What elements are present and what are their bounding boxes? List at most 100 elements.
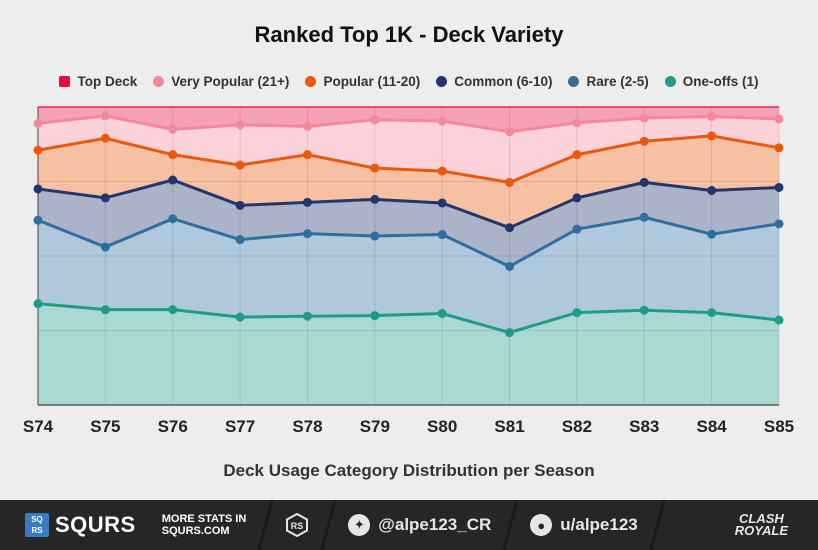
legend-item[interactable]: Common (6-10)	[436, 74, 552, 89]
x-tick-label: S82	[562, 417, 592, 436]
data-point	[235, 235, 245, 245]
legend-item[interactable]: One-offs (1)	[664, 74, 759, 89]
data-point	[235, 120, 245, 130]
data-point	[168, 175, 178, 185]
data-point	[572, 224, 582, 234]
data-point	[100, 242, 110, 252]
data-point	[302, 197, 312, 207]
legend-marker-icon	[568, 76, 580, 87]
data-point	[235, 160, 245, 170]
data-point	[437, 166, 447, 176]
data-point	[572, 308, 582, 318]
series-line-0	[37, 302, 780, 335]
data-point	[505, 127, 515, 137]
legend-label: Common (6-10)	[454, 74, 553, 89]
data-point	[100, 305, 110, 315]
data-point	[370, 231, 380, 241]
data-point	[235, 312, 245, 322]
area-band-1	[38, 217, 779, 333]
legend-marker-icon	[305, 76, 317, 87]
area-band-0	[38, 303, 779, 405]
series-line-1	[37, 215, 780, 269]
clash-royale-logo: CLASH ROYALE	[734, 511, 788, 538]
data-point	[168, 305, 178, 315]
data-point	[707, 112, 717, 122]
data-point	[505, 223, 515, 233]
data-point	[370, 311, 380, 321]
twitter-link[interactable]: ✦ @alpe123_CR	[348, 514, 491, 536]
data-point	[572, 150, 582, 160]
data-point	[100, 133, 110, 143]
x-tick-label: S74	[23, 417, 54, 436]
brand-name: SQURS	[55, 512, 136, 537]
legend-item[interactable]: Rare (2-5)	[568, 74, 649, 89]
data-point	[302, 229, 312, 239]
data-point	[235, 200, 245, 210]
data-point	[33, 145, 43, 155]
svg-text:RS: RS	[291, 521, 304, 531]
data-point	[774, 315, 784, 325]
data-point	[437, 230, 447, 240]
x-tick-label: S85	[764, 417, 794, 436]
x-tick-label: S76	[158, 417, 188, 436]
x-tick-label: S80	[427, 417, 457, 436]
area-band-2	[38, 180, 779, 267]
more-stats-text[interactable]: MORE STATS IN SQURS.COM	[161, 513, 247, 537]
data-point	[505, 328, 515, 338]
x-tick-label: S79	[360, 417, 390, 436]
data-point	[100, 193, 110, 203]
legend-item[interactable]: Top Deck	[59, 74, 137, 89]
legend-marker-icon	[664, 76, 676, 87]
data-point	[639, 305, 649, 315]
data-point	[370, 115, 380, 125]
rs-logo-icon: RS	[285, 513, 309, 537]
data-point	[505, 261, 515, 271]
divider	[649, 500, 666, 550]
data-point	[168, 150, 178, 160]
data-point	[437, 198, 447, 208]
divider	[502, 500, 519, 550]
data-point	[639, 136, 649, 146]
data-point	[639, 177, 649, 187]
legend-label: Very Popular (21+)	[171, 74, 290, 89]
divider	[257, 500, 274, 550]
x-tick-label: S77	[225, 417, 255, 436]
series-line-2	[37, 178, 780, 230]
data-point	[33, 118, 43, 128]
reddit-handle: u/alpe123	[560, 515, 638, 534]
twitter-handle: @alpe123_CR	[378, 515, 492, 534]
series-line-4	[37, 114, 780, 134]
legend: Top Deck Very Popular (21+) Popular (11-20…	[0, 74, 818, 89]
legend-label: One-offs (1)	[682, 74, 759, 89]
data-point	[572, 193, 582, 203]
data-point	[639, 113, 649, 123]
x-tick-label: S75	[90, 417, 120, 436]
data-point	[302, 121, 312, 131]
legend-label: Top Deck	[77, 74, 138, 89]
legend-label: Rare (2-5)	[586, 74, 649, 89]
squrs-badge-icon: SQ RS	[25, 513, 49, 537]
data-point	[774, 143, 784, 153]
legend-marker-icon	[436, 76, 448, 87]
twitter-icon: ✦	[348, 514, 371, 536]
legend-label: Popular (11-20)	[323, 74, 421, 89]
chart-area: S74 S75 S76 S77 S78 S79 S80 S81 S82 S83 S84 S85 Deck…	[23, 106, 794, 480]
data-point	[707, 229, 717, 239]
data-point	[302, 150, 312, 160]
legend-item[interactable]: Very Popular (21+)	[153, 74, 289, 89]
x-tick-label: S83	[629, 417, 659, 436]
reddit-link[interactable]: ● u/alpe123	[530, 514, 638, 536]
data-point	[707, 185, 717, 195]
data-point	[437, 309, 447, 319]
data-point	[437, 116, 447, 126]
legend-item[interactable]: Popular (11-20)	[305, 74, 420, 89]
chart-title: Ranked Top 1K - Deck Variety	[254, 22, 564, 47]
data-point	[639, 212, 649, 222]
reddit-icon: ●	[530, 514, 553, 536]
squrs-logo[interactable]: SQ RS SQURS	[25, 512, 136, 538]
data-point	[33, 299, 43, 309]
data-point	[100, 111, 110, 121]
x-tick-label: S84	[697, 417, 728, 436]
data-point	[774, 182, 784, 192]
data-point	[774, 114, 784, 124]
